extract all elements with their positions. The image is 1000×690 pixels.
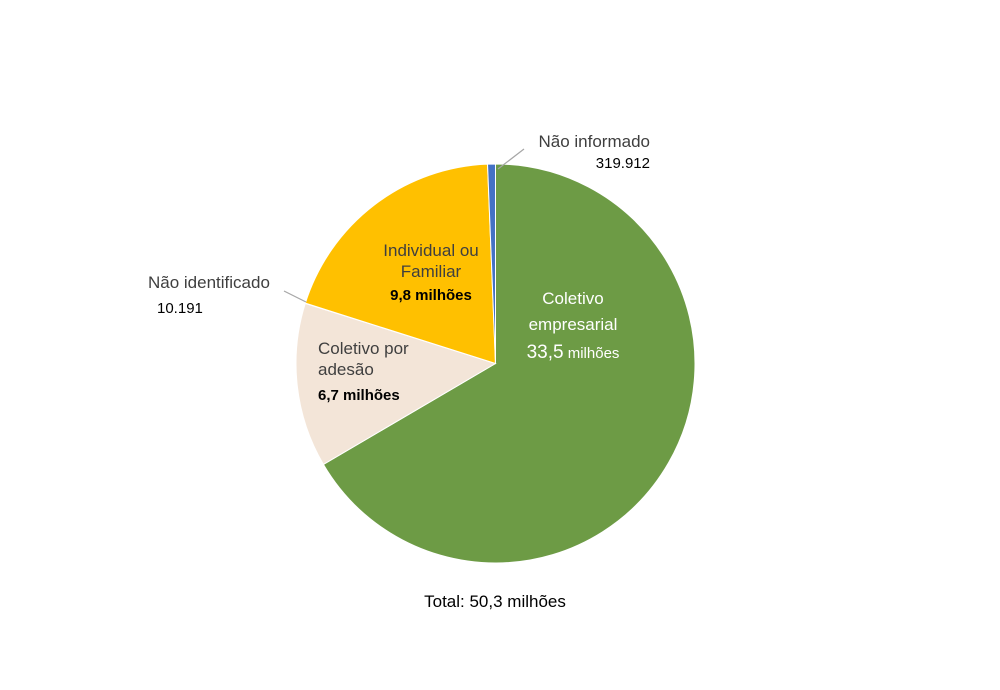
pie-slice-coletivo-empresarial xyxy=(322,163,696,564)
slice-value-nao-identificado: 10.191 xyxy=(157,300,203,317)
pie-slice-coletivo-por-adesao xyxy=(295,302,497,466)
slice-callout-coletivo-por-adesao: Coletivo por adesão 6,7 milhões xyxy=(318,338,438,405)
slice-label-coletivo-por-adesao: Coletivo por adesão xyxy=(318,339,409,379)
slice-label-individual-ou-familiar: Individual ou Familiar xyxy=(383,241,479,281)
slice-value-coletivo-por-adesao: 6,7 milhões xyxy=(318,387,400,404)
slice-value-coletivo-empresarial: 33,5 milhões xyxy=(497,342,649,363)
slice-label-nao-identificado: Não identificado xyxy=(148,273,270,292)
slice-label-nao-informado: Não informado xyxy=(538,132,650,151)
slice-value-individual-ou-familiar: 9,8 milhões xyxy=(390,287,472,304)
slice-label-coletivo-empresarial: Coletivo empresarial xyxy=(528,289,618,334)
total-label: Total: 50,3 milhões xyxy=(424,592,566,611)
slice-value-nao-informado: 319.912 xyxy=(595,155,650,172)
slice-value-number-coletivo-empresarial: 33,5 xyxy=(526,342,564,363)
slice-callout-coletivo-empresarial: Coletivo empresarial 33,5 milhões xyxy=(497,286,649,363)
pie-slices xyxy=(295,163,696,564)
leader-line-nao-informado xyxy=(497,148,525,170)
slice-callout-nao-identificado: Não identificado 10.191 xyxy=(148,272,293,318)
slice-callout-nao-informado: Não informado 319.912 xyxy=(500,131,650,173)
slice-value-unit-coletivo-empresarial: milhões xyxy=(567,345,620,362)
pie-slice-individual-ou-familiar xyxy=(304,163,497,365)
slice-callout-individual-ou-familiar: Individual ou Familiar 9,8 milhões xyxy=(360,240,502,305)
leader-line-nao-identificado xyxy=(283,290,307,303)
pie-slice-nao-informado xyxy=(487,163,496,364)
